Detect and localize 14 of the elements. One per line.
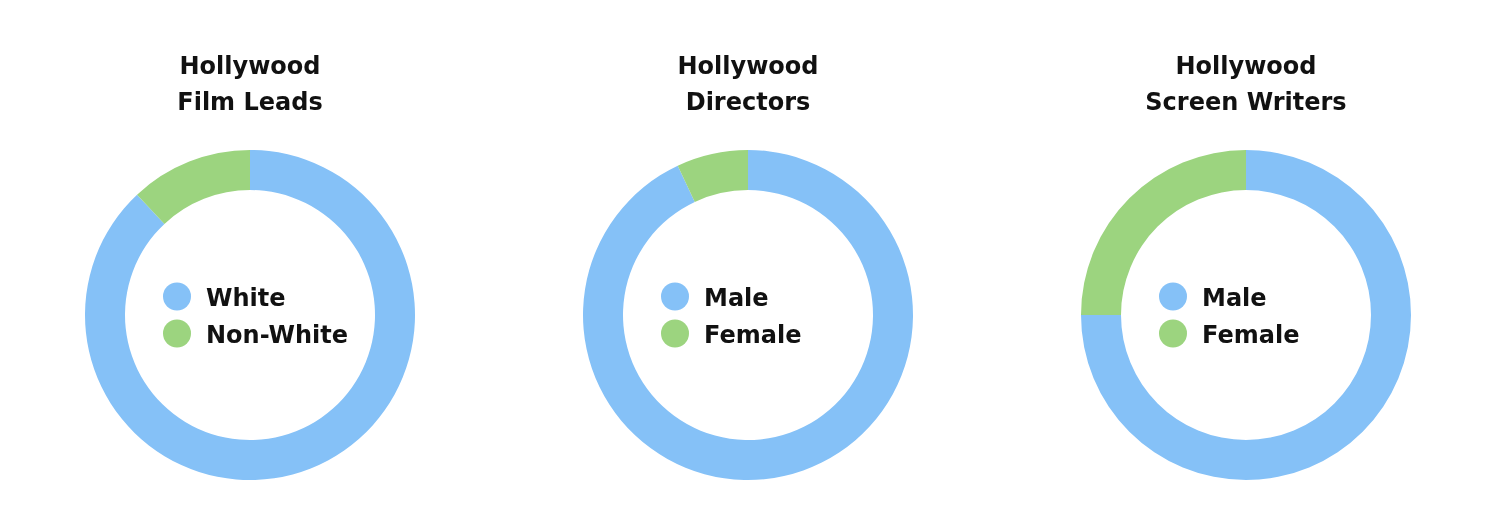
donut-slice bbox=[137, 150, 250, 224]
chart-title: Hollywood Screen Writers bbox=[1145, 52, 1347, 116]
chart-title: Hollywood Directors bbox=[677, 52, 819, 116]
chart-title: Hollywood Film Leads bbox=[177, 52, 323, 116]
legend-label: Male bbox=[704, 283, 769, 312]
legend-label: Non-White bbox=[206, 320, 349, 349]
legend-label: Female bbox=[1202, 320, 1300, 349]
legend-label: White bbox=[206, 283, 286, 312]
donut-slice bbox=[1081, 150, 1411, 480]
legend-label: Male bbox=[1202, 283, 1267, 312]
donut-slice bbox=[85, 150, 415, 480]
donut-slice bbox=[583, 150, 913, 480]
legend-label: Female bbox=[704, 320, 802, 349]
donut-slice bbox=[677, 150, 748, 202]
